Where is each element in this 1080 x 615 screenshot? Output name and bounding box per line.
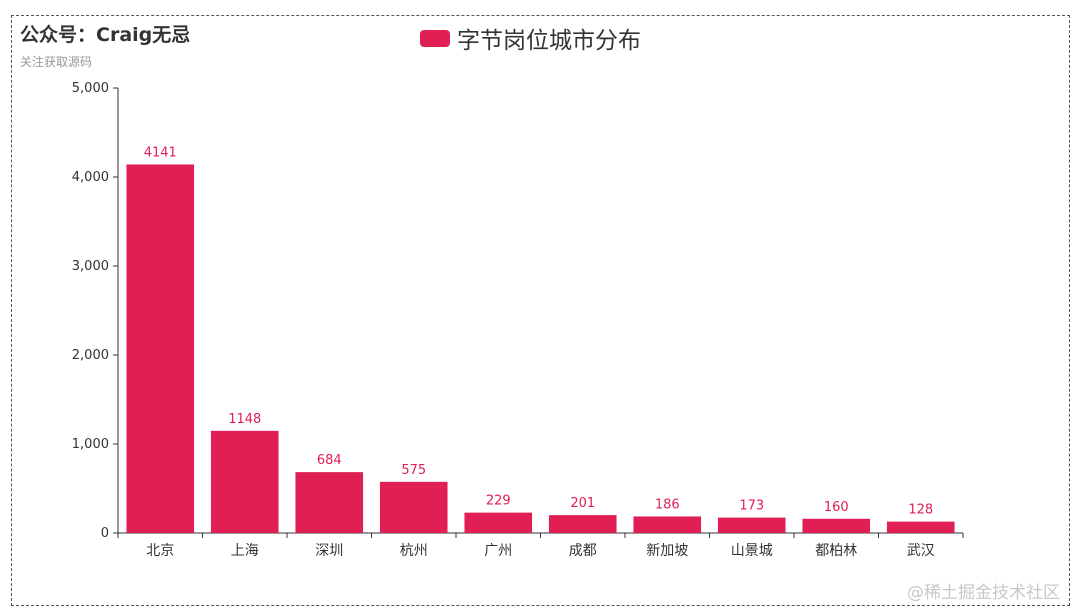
- x-tick-label: 都柏林: [815, 543, 857, 559]
- legend[interactable]: 字节岗位城市分布: [420, 21, 641, 55]
- data-label: 186: [655, 497, 680, 512]
- data-label: 201: [570, 496, 595, 511]
- bar: [802, 518, 871, 533]
- x-tick-label: 深圳: [315, 543, 343, 559]
- y-tick-label: 1,000: [72, 437, 109, 452]
- data-label: 575: [401, 463, 426, 478]
- data-label: 684: [317, 453, 342, 468]
- bar: [464, 512, 533, 533]
- bar: [548, 515, 617, 533]
- data-label: 173: [739, 499, 764, 514]
- x-tick-label: 武汉: [907, 543, 935, 559]
- chart-frame: [11, 15, 1070, 606]
- chart-title: 公众号：Craig无忌: [20, 24, 191, 46]
- bar: [886, 521, 955, 533]
- x-tick-label: 新加坡: [646, 543, 688, 559]
- bar: [210, 430, 279, 533]
- bar: [295, 472, 364, 533]
- bar: [126, 164, 195, 534]
- x-tick-label: 成都: [569, 543, 597, 559]
- x-tick-label: 北京: [146, 543, 174, 559]
- y-tick-label: 2,000: [72, 348, 109, 363]
- x-tick-label: 山景城: [731, 543, 773, 559]
- y-tick-label: 0: [101, 526, 109, 541]
- y-tick-label: 5,000: [72, 81, 109, 96]
- legend-label: 字节岗位城市分布: [457, 28, 641, 54]
- watermark: @稀土掘金技术社区: [907, 583, 1060, 603]
- data-label: 1148: [228, 412, 261, 427]
- data-label: 128: [908, 503, 933, 518]
- y-tick-label: 3,000: [72, 259, 109, 274]
- bar: [379, 481, 448, 533]
- data-label: 4141: [144, 145, 177, 160]
- bar: [633, 516, 702, 533]
- x-tick-label: 杭州: [400, 543, 428, 559]
- x-tick-label: 上海: [231, 543, 259, 559]
- legend-swatch: [420, 29, 450, 47]
- data-label: 229: [486, 494, 511, 509]
- chart-subtitle: 关注获取源码: [20, 55, 93, 69]
- y-tick-label: 4,000: [72, 170, 109, 185]
- data-label: 160: [824, 500, 849, 515]
- bar: [717, 517, 786, 533]
- x-tick-label: 广州: [484, 543, 512, 559]
